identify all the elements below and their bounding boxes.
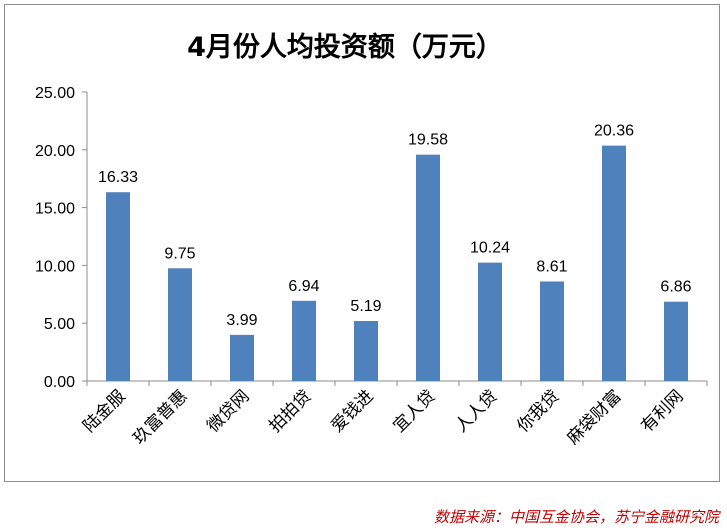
x-tick-label: 麻袋财富 [563, 386, 625, 448]
bar [354, 321, 378, 381]
y-tick-label: 15.00 [35, 201, 75, 218]
data-label: 3.99 [226, 312, 257, 329]
bar-chart: 4月份人均投资额（万元） 16.339.753.996.945.1919.581… [35, 32, 708, 449]
data-label: 8.61 [536, 258, 567, 275]
y-tick-label: 20.00 [35, 143, 75, 160]
y-tick-label: 0.00 [44, 374, 75, 391]
x-tick-label: 有利网 [637, 386, 687, 436]
y-tick-label: 10.00 [35, 258, 75, 275]
bar [416, 154, 440, 381]
y-tick-labels: 0.00 5.00 10.00 15.00 20.00 25.00 [35, 85, 75, 391]
x-tick-label: 微贷网 [203, 386, 253, 436]
y-tick-label: 25.00 [35, 85, 75, 102]
data-label: 20.36 [594, 123, 634, 140]
chart-frame: 4月份人均投资额（万元） 16.33 9.75 3.99 6.94 5.19 19.58 1… [4, 4, 720, 482]
bar [292, 300, 316, 381]
source-note: 数据来源：中国互金协会，苏宁金融研究院 [433, 508, 719, 526]
y-tick-label: 5.00 [44, 316, 75, 333]
data-label: 5.19 [350, 298, 381, 315]
x-tick-label: 玖富普惠 [129, 386, 191, 448]
bar [106, 192, 130, 381]
x-tick-label: 陆金服 [79, 386, 129, 436]
bar [540, 281, 564, 381]
x-tick-label: 爱钱进 [327, 386, 377, 436]
data-label: 19.58 [408, 132, 448, 149]
data-labels: 16.33 9.75 3.99 6.94 5.19 19.58 10.24 8.61 20.36… [98, 123, 692, 329]
data-label: 6.86 [660, 279, 691, 296]
bar [230, 334, 254, 381]
data-label: 10.24 [470, 240, 510, 257]
x-tick-label: 人人贷 [451, 386, 501, 436]
bar [168, 268, 192, 381]
x-tick-label: 宜人贷 [389, 386, 439, 436]
data-label: 9.75 [164, 245, 195, 262]
x-tick-label: 拍拍贷 [265, 386, 315, 436]
bar-series [106, 145, 688, 381]
bar [602, 145, 626, 381]
x-tick-label: 你我贷 [513, 386, 563, 436]
chart-title: 4月份人均投资额（万元） [187, 32, 503, 63]
bar [478, 262, 502, 381]
data-label: 16.33 [98, 169, 138, 186]
x-tick-labels: 陆金服 玖富普惠 微贷网 拍拍贷 爱钱进 宜人贷 人人贷 你我贷 麻袋财富 有利网 [79, 386, 687, 448]
data-label: 6.94 [288, 278, 319, 295]
bar [664, 301, 688, 381]
